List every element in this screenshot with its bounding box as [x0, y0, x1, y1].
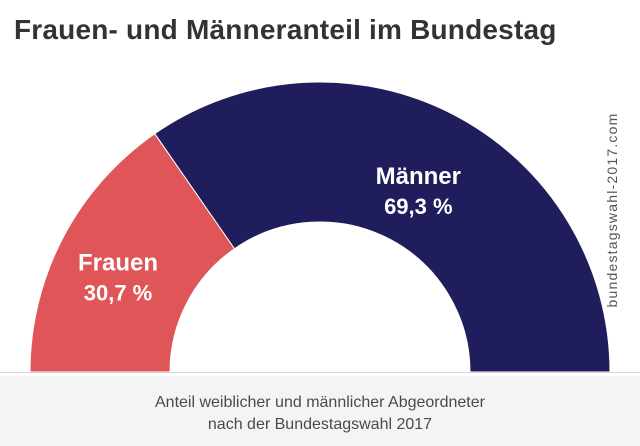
footer-divider	[0, 372, 640, 373]
caption-line-1: Anteil weiblicher und männlicher Abgeord…	[155, 394, 485, 411]
slice-frauen	[29, 132, 236, 373]
slice-name-männer: Männer	[376, 163, 461, 190]
slice-name-frauen: Frauen	[78, 249, 158, 276]
slice-männer	[154, 81, 611, 373]
slice-value-männer: 69,3 %	[384, 194, 453, 219]
chart-caption: Anteil weiblicher und männlicher Abgeord…	[0, 392, 640, 436]
footer	[0, 376, 640, 446]
source-watermark: bundestagswahl-2017.com	[604, 112, 620, 308]
slice-value-frauen: 30,7 %	[84, 280, 153, 305]
chart-title: Frauen- und Männeranteil im Bundestag	[14, 14, 557, 45]
caption-line-2: nach der Bundestagswahl 2017	[207, 416, 433, 433]
